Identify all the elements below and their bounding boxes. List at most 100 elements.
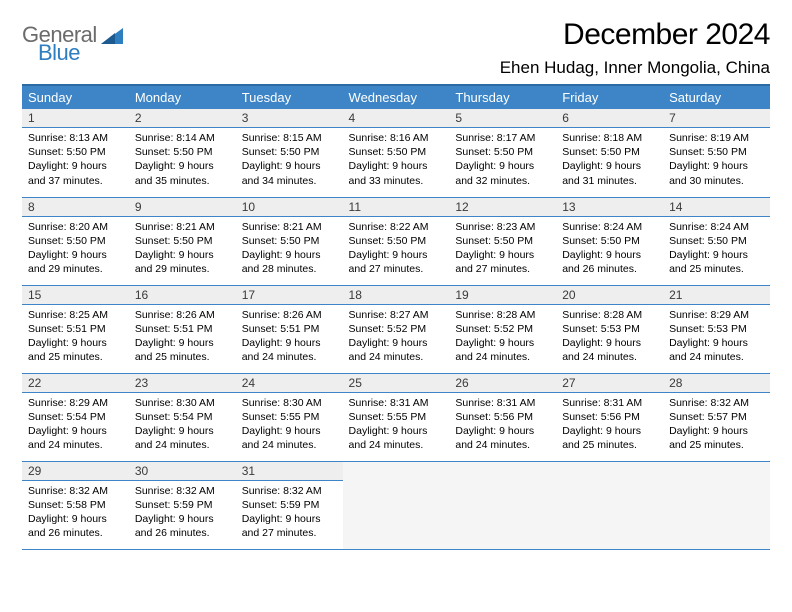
sunset-line: Sunset: 5:50 PM xyxy=(669,145,764,159)
sunset-line: Sunset: 5:55 PM xyxy=(242,410,337,424)
daylight-line: Daylight: 9 hours and 26 minutes. xyxy=(135,512,230,540)
sunrise-line: Sunrise: 8:16 AM xyxy=(349,131,444,145)
sunrise-line: Sunrise: 8:28 AM xyxy=(455,308,550,322)
sunrise-line: Sunrise: 8:29 AM xyxy=(28,396,123,410)
calendar-day-cell: 10Sunrise: 8:21 AMSunset: 5:50 PMDayligh… xyxy=(236,197,343,285)
calendar-day-cell: 17Sunrise: 8:26 AMSunset: 5:51 PMDayligh… xyxy=(236,285,343,373)
day-number: 18 xyxy=(343,286,450,305)
day-number: 30 xyxy=(129,462,236,481)
sunrise-line: Sunrise: 8:32 AM xyxy=(669,396,764,410)
sunrise-line: Sunrise: 8:18 AM xyxy=(562,131,657,145)
calendar-day-cell: 3Sunrise: 8:15 AMSunset: 5:50 PMDaylight… xyxy=(236,109,343,197)
daylight-line: Daylight: 9 hours and 31 minutes. xyxy=(562,159,657,187)
daylight-line: Daylight: 9 hours and 28 minutes. xyxy=(242,248,337,276)
day-content: Sunrise: 8:31 AMSunset: 5:56 PMDaylight:… xyxy=(556,393,663,457)
sunrise-line: Sunrise: 8:21 AM xyxy=(242,220,337,234)
calendar-day-cell: 13Sunrise: 8:24 AMSunset: 5:50 PMDayligh… xyxy=(556,197,663,285)
weekday-row: SundayMondayTuesdayWednesdayThursdayFrid… xyxy=(22,85,770,109)
day-content: Sunrise: 8:17 AMSunset: 5:50 PMDaylight:… xyxy=(449,128,556,192)
sunset-line: Sunset: 5:59 PM xyxy=(242,498,337,512)
sunset-line: Sunset: 5:50 PM xyxy=(455,234,550,248)
sunrise-line: Sunrise: 8:19 AM xyxy=(669,131,764,145)
day-number: 10 xyxy=(236,198,343,217)
calendar-day-cell: 20Sunrise: 8:28 AMSunset: 5:53 PMDayligh… xyxy=(556,285,663,373)
daylight-line: Daylight: 9 hours and 26 minutes. xyxy=(28,512,123,540)
daylight-line: Daylight: 9 hours and 24 minutes. xyxy=(242,424,337,452)
day-content: Sunrise: 8:30 AMSunset: 5:54 PMDaylight:… xyxy=(129,393,236,457)
sunset-line: Sunset: 5:50 PM xyxy=(669,234,764,248)
sunset-line: Sunset: 5:55 PM xyxy=(349,410,444,424)
location-label: Ehen Hudag, Inner Mongolia, China xyxy=(500,58,770,78)
day-number: 15 xyxy=(22,286,129,305)
calendar-empty-cell xyxy=(556,461,663,549)
sunset-line: Sunset: 5:50 PM xyxy=(28,145,123,159)
sunrise-line: Sunrise: 8:27 AM xyxy=(349,308,444,322)
calendar-day-cell: 31Sunrise: 8:32 AMSunset: 5:59 PMDayligh… xyxy=(236,461,343,549)
calendar-empty-cell xyxy=(663,461,770,549)
calendar-day-cell: 26Sunrise: 8:31 AMSunset: 5:56 PMDayligh… xyxy=(449,373,556,461)
sunrise-line: Sunrise: 8:30 AM xyxy=(135,396,230,410)
sunset-line: Sunset: 5:52 PM xyxy=(349,322,444,336)
daylight-line: Daylight: 9 hours and 25 minutes. xyxy=(669,248,764,276)
day-content: Sunrise: 8:26 AMSunset: 5:51 PMDaylight:… xyxy=(236,305,343,369)
day-number: 3 xyxy=(236,109,343,128)
calendar-day-cell: 14Sunrise: 8:24 AMSunset: 5:50 PMDayligh… xyxy=(663,197,770,285)
weekday-header: Saturday xyxy=(663,85,770,109)
sunset-line: Sunset: 5:50 PM xyxy=(135,234,230,248)
daylight-line: Daylight: 9 hours and 24 minutes. xyxy=(669,336,764,364)
sunset-line: Sunset: 5:57 PM xyxy=(669,410,764,424)
day-content: Sunrise: 8:24 AMSunset: 5:50 PMDaylight:… xyxy=(663,217,770,281)
calendar-empty-cell xyxy=(343,461,450,549)
day-number: 20 xyxy=(556,286,663,305)
daylight-line: Daylight: 9 hours and 33 minutes. xyxy=(349,159,444,187)
calendar-day-cell: 30Sunrise: 8:32 AMSunset: 5:59 PMDayligh… xyxy=(129,461,236,549)
calendar-day-cell: 2Sunrise: 8:14 AMSunset: 5:50 PMDaylight… xyxy=(129,109,236,197)
daylight-line: Daylight: 9 hours and 25 minutes. xyxy=(562,424,657,452)
day-content: Sunrise: 8:20 AMSunset: 5:50 PMDaylight:… xyxy=(22,217,129,281)
daylight-line: Daylight: 9 hours and 32 minutes. xyxy=(455,159,550,187)
sunset-line: Sunset: 5:50 PM xyxy=(562,145,657,159)
calendar-day-cell: 11Sunrise: 8:22 AMSunset: 5:50 PMDayligh… xyxy=(343,197,450,285)
sunrise-line: Sunrise: 8:32 AM xyxy=(242,484,337,498)
daylight-line: Daylight: 9 hours and 24 minutes. xyxy=(455,424,550,452)
sunset-line: Sunset: 5:53 PM xyxy=(562,322,657,336)
day-number: 24 xyxy=(236,374,343,393)
day-content: Sunrise: 8:23 AMSunset: 5:50 PMDaylight:… xyxy=(449,217,556,281)
sunset-line: Sunset: 5:56 PM xyxy=(455,410,550,424)
weekday-header: Friday xyxy=(556,85,663,109)
day-number: 17 xyxy=(236,286,343,305)
daylight-line: Daylight: 9 hours and 35 minutes. xyxy=(135,159,230,187)
daylight-line: Daylight: 9 hours and 30 minutes. xyxy=(669,159,764,187)
sunrise-line: Sunrise: 8:31 AM xyxy=(455,396,550,410)
day-content: Sunrise: 8:29 AMSunset: 5:53 PMDaylight:… xyxy=(663,305,770,369)
day-number: 21 xyxy=(663,286,770,305)
sunrise-line: Sunrise: 8:20 AM xyxy=(28,220,123,234)
day-number: 13 xyxy=(556,198,663,217)
sunset-line: Sunset: 5:58 PM xyxy=(28,498,123,512)
sunrise-line: Sunrise: 8:31 AM xyxy=(562,396,657,410)
sunset-line: Sunset: 5:51 PM xyxy=(242,322,337,336)
logo-triangle-icon xyxy=(101,26,125,46)
weekday-header: Monday xyxy=(129,85,236,109)
day-content: Sunrise: 8:32 AMSunset: 5:59 PMDaylight:… xyxy=(129,481,236,545)
sunrise-line: Sunrise: 8:24 AM xyxy=(562,220,657,234)
sunrise-line: Sunrise: 8:28 AM xyxy=(562,308,657,322)
daylight-line: Daylight: 9 hours and 24 minutes. xyxy=(455,336,550,364)
day-number: 11 xyxy=(343,198,450,217)
day-content: Sunrise: 8:21 AMSunset: 5:50 PMDaylight:… xyxy=(129,217,236,281)
calendar-day-cell: 29Sunrise: 8:32 AMSunset: 5:58 PMDayligh… xyxy=(22,461,129,549)
calendar-day-cell: 27Sunrise: 8:31 AMSunset: 5:56 PMDayligh… xyxy=(556,373,663,461)
day-content: Sunrise: 8:15 AMSunset: 5:50 PMDaylight:… xyxy=(236,128,343,192)
calendar-table: SundayMondayTuesdayWednesdayThursdayFrid… xyxy=(22,84,770,550)
sunset-line: Sunset: 5:52 PM xyxy=(455,322,550,336)
day-content: Sunrise: 8:29 AMSunset: 5:54 PMDaylight:… xyxy=(22,393,129,457)
daylight-line: Daylight: 9 hours and 25 minutes. xyxy=(135,336,230,364)
day-content: Sunrise: 8:26 AMSunset: 5:51 PMDaylight:… xyxy=(129,305,236,369)
sunset-line: Sunset: 5:54 PM xyxy=(135,410,230,424)
sunset-line: Sunset: 5:54 PM xyxy=(28,410,123,424)
daylight-line: Daylight: 9 hours and 26 minutes. xyxy=(562,248,657,276)
day-content: Sunrise: 8:31 AMSunset: 5:55 PMDaylight:… xyxy=(343,393,450,457)
calendar-day-cell: 1Sunrise: 8:13 AMSunset: 5:50 PMDaylight… xyxy=(22,109,129,197)
day-content: Sunrise: 8:13 AMSunset: 5:50 PMDaylight:… xyxy=(22,128,129,192)
sunrise-line: Sunrise: 8:13 AM xyxy=(28,131,123,145)
